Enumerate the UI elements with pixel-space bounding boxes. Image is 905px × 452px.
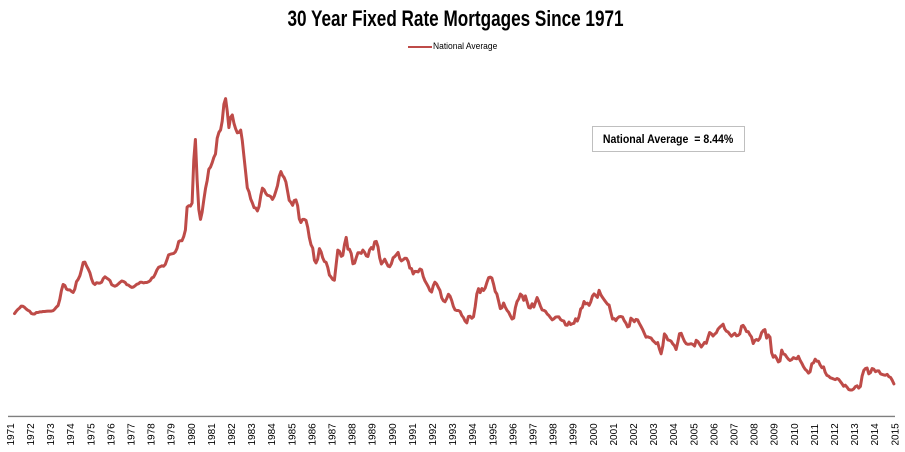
svg-text:1977: 1977 [127, 423, 138, 446]
svg-text:1996: 1996 [508, 423, 519, 446]
svg-text:1981: 1981 [207, 423, 218, 446]
svg-text:2003: 2003 [649, 423, 660, 446]
svg-text:1993: 1993 [448, 423, 459, 446]
svg-text:1987: 1987 [328, 423, 339, 446]
svg-text:1978: 1978 [147, 423, 158, 446]
svg-text:2008: 2008 [750, 423, 761, 446]
svg-text:1982: 1982 [227, 423, 238, 446]
svg-text:2013: 2013 [850, 423, 861, 446]
svg-text:1971: 1971 [6, 423, 17, 446]
svg-text:2012: 2012 [830, 423, 841, 446]
svg-text:1979: 1979 [167, 423, 178, 446]
svg-text:2007: 2007 [730, 423, 741, 446]
svg-text:1995: 1995 [488, 423, 499, 446]
svg-text:1997: 1997 [529, 423, 540, 446]
svg-text:2015: 2015 [890, 423, 901, 446]
svg-text:1974: 1974 [66, 423, 77, 446]
svg-text:1998: 1998 [549, 423, 560, 446]
svg-text:1991: 1991 [408, 423, 419, 446]
svg-text:1985: 1985 [287, 423, 298, 446]
svg-text:1986: 1986 [307, 423, 318, 446]
svg-text:1988: 1988 [348, 423, 359, 446]
svg-text:2004: 2004 [669, 423, 680, 446]
svg-text:2002: 2002 [629, 423, 640, 446]
svg-text:1994: 1994 [468, 423, 479, 446]
svg-text:1975: 1975 [86, 423, 97, 446]
svg-text:2006: 2006 [709, 423, 720, 446]
svg-text:2010: 2010 [790, 423, 801, 446]
svg-text:2011: 2011 [810, 424, 821, 446]
svg-text:1980: 1980 [187, 423, 198, 446]
svg-text:2009: 2009 [770, 423, 781, 446]
svg-text:1999: 1999 [569, 423, 580, 446]
svg-text:1972: 1972 [26, 423, 37, 446]
svg-text:1984: 1984 [267, 423, 278, 446]
svg-text:2001: 2001 [609, 423, 620, 446]
svg-text:1983: 1983 [247, 423, 258, 446]
svg-text:1989: 1989 [368, 423, 379, 446]
svg-text:1976: 1976 [106, 423, 117, 446]
svg-text:2000: 2000 [589, 423, 600, 446]
svg-text:2005: 2005 [689, 423, 700, 446]
svg-text:1992: 1992 [428, 423, 439, 446]
svg-text:1990: 1990 [388, 423, 399, 446]
svg-text:2014: 2014 [870, 423, 881, 446]
svg-text:1973: 1973 [46, 423, 57, 446]
